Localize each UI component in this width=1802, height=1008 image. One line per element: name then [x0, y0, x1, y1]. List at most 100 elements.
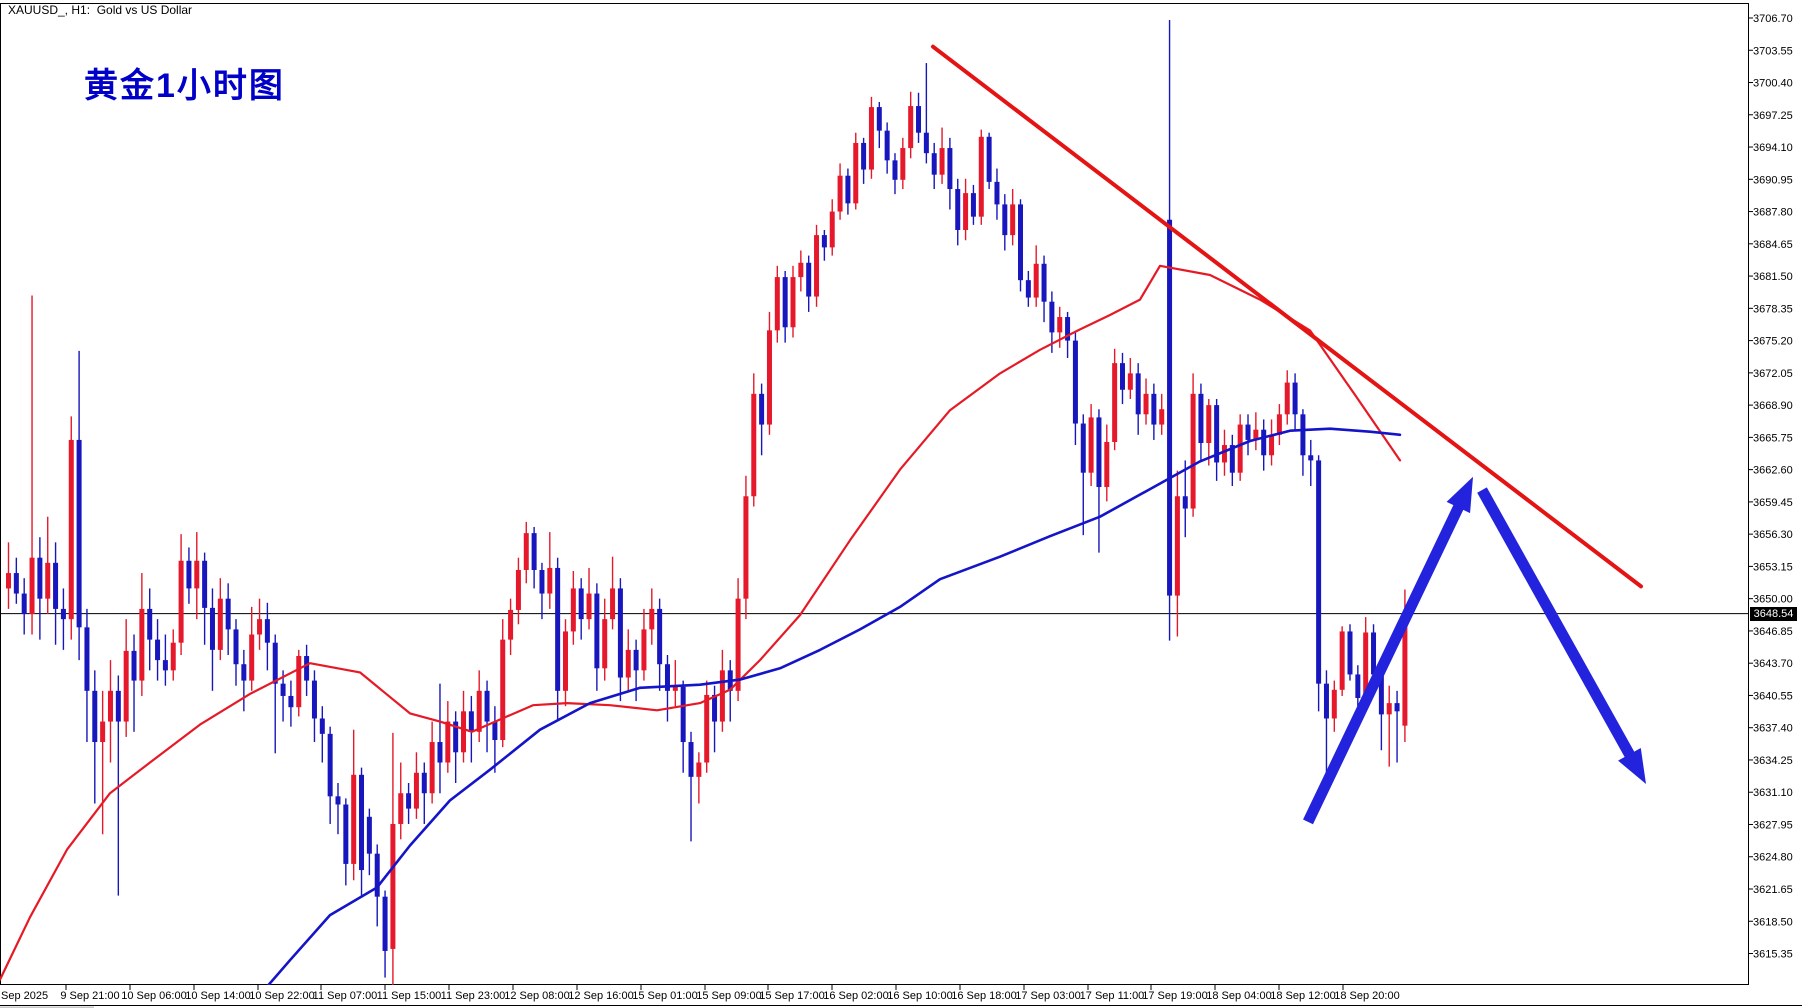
- bear-candle: [53, 542, 59, 645]
- bull-candle: [429, 721, 435, 804]
- bull-candle: [508, 598, 514, 655]
- bear-candle: [421, 762, 427, 824]
- bear-candle: [916, 92, 922, 143]
- bear-candle: [955, 178, 961, 246]
- price-axis-label: 3650.00: [1753, 594, 1793, 606]
- bear-candle: [453, 711, 459, 784]
- bear-candle: [1041, 255, 1047, 323]
- bull-candle: [515, 557, 521, 625]
- bull-candle: [390, 732, 396, 985]
- time-axis-label: 11 Sep 15:00: [377, 990, 442, 1002]
- bear-candle: [892, 153, 898, 195]
- bear-candle: [241, 649, 247, 712]
- bear-candle: [21, 578, 27, 635]
- bear-candle: [1119, 352, 1125, 405]
- bull-candle: [696, 752, 702, 804]
- price-axis-label: 3697.25: [1753, 110, 1793, 122]
- bear-candle: [155, 619, 161, 681]
- bull-candle: [1276, 404, 1282, 446]
- bull-candle: [45, 516, 51, 615]
- bull-candle: [798, 250, 804, 292]
- ma-slow-line: [266, 427, 1402, 985]
- price-axis-label: 3703.55: [1753, 45, 1793, 57]
- bull-candle: [476, 670, 482, 743]
- bull-candle: [1127, 358, 1133, 399]
- bull-candle: [978, 129, 984, 225]
- bear-candle: [1072, 332, 1078, 446]
- bear-candle: [92, 670, 98, 804]
- plot-layer: [0, 20, 1749, 985]
- bear-candle: [531, 526, 537, 589]
- bear-candle: [1151, 383, 1157, 440]
- price-axis-label: 3643.70: [1753, 658, 1793, 670]
- bear-candle: [759, 383, 765, 456]
- price-axis-label: 3615.35: [1753, 949, 1793, 961]
- bull-candle: [1159, 393, 1165, 435]
- bear-candle: [147, 588, 153, 671]
- bear-candle: [162, 634, 168, 686]
- bull-candle: [398, 762, 404, 840]
- bear-candle: [1167, 20, 1173, 641]
- time-axis-label: 18 Sep 12:00: [1270, 990, 1335, 1002]
- bull-candle: [751, 373, 757, 507]
- bear-candle: [1135, 363, 1141, 435]
- bull-candle: [257, 598, 263, 650]
- price-axis-label: 3646.85: [1753, 626, 1793, 638]
- bull-candle: [704, 680, 710, 773]
- bull-candle: [1206, 398, 1212, 466]
- bear-candle: [288, 680, 294, 727]
- bull-candle: [107, 660, 113, 763]
- bull-candle: [1033, 245, 1039, 307]
- bull-candle: [774, 265, 780, 343]
- bull-candle: [445, 701, 451, 773]
- bear-candle: [1261, 419, 1267, 471]
- time-axis-label: 17 Sep 11:00: [1080, 990, 1145, 1002]
- bull-candle: [29, 295, 35, 635]
- bull-candle: [1104, 424, 1110, 502]
- bear-candle: [664, 654, 670, 722]
- bear-candle: [209, 588, 215, 691]
- price-axis-label: 3672.05: [1753, 368, 1793, 380]
- time-axis-label: 18 Sep 20:00: [1334, 990, 1399, 1002]
- bear-candle: [1182, 460, 1188, 538]
- bear-candle: [484, 680, 490, 753]
- bear-candle: [1347, 624, 1353, 681]
- bear-candle: [782, 270, 788, 343]
- price-axis-label: 3665.75: [1753, 432, 1793, 444]
- bull-candle: [100, 690, 106, 835]
- price-axis-label: 3706.70: [1753, 13, 1793, 25]
- price-axis-label: 3662.60: [1753, 465, 1793, 477]
- bear-candle: [1394, 690, 1400, 763]
- bear-candle: [1308, 439, 1314, 487]
- bear-candle: [437, 683, 443, 794]
- time-axis-label: 15 Sep 09:00: [696, 990, 761, 1002]
- bull-candle: [602, 598, 608, 681]
- bull-candle: [570, 571, 576, 645]
- bull-candle: [1284, 370, 1290, 425]
- bear-candle: [931, 142, 937, 190]
- bull-candle: [1174, 470, 1180, 637]
- price-axis-label: 3627.95: [1753, 819, 1793, 831]
- bear-candle: [319, 706, 325, 763]
- bear-candle: [468, 695, 474, 763]
- bear-candle: [1080, 414, 1086, 536]
- bear-candle: [539, 562, 545, 620]
- price-axis-label: 3678.35: [1753, 303, 1793, 315]
- bear-candle: [280, 670, 286, 722]
- bear-candle: [406, 783, 412, 824]
- bear-candle: [492, 706, 498, 773]
- plot-border: [0, 3, 1749, 985]
- bull-candle: [1088, 404, 1094, 487]
- bear-candle: [594, 583, 600, 691]
- bear-candle: [60, 588, 66, 650]
- time-axis-label: 10 Sep 22:00: [249, 990, 314, 1002]
- bull-candle: [249, 606, 255, 691]
- bull-candle: [1237, 414, 1243, 481]
- bull-candle: [1112, 348, 1118, 451]
- bull-candle: [1253, 412, 1259, 451]
- bull-candle: [868, 96, 874, 179]
- time-axis-label: 18 Sep 04:00: [1206, 990, 1271, 1002]
- time-axis-label: 12 Sep 08:00: [504, 990, 569, 1002]
